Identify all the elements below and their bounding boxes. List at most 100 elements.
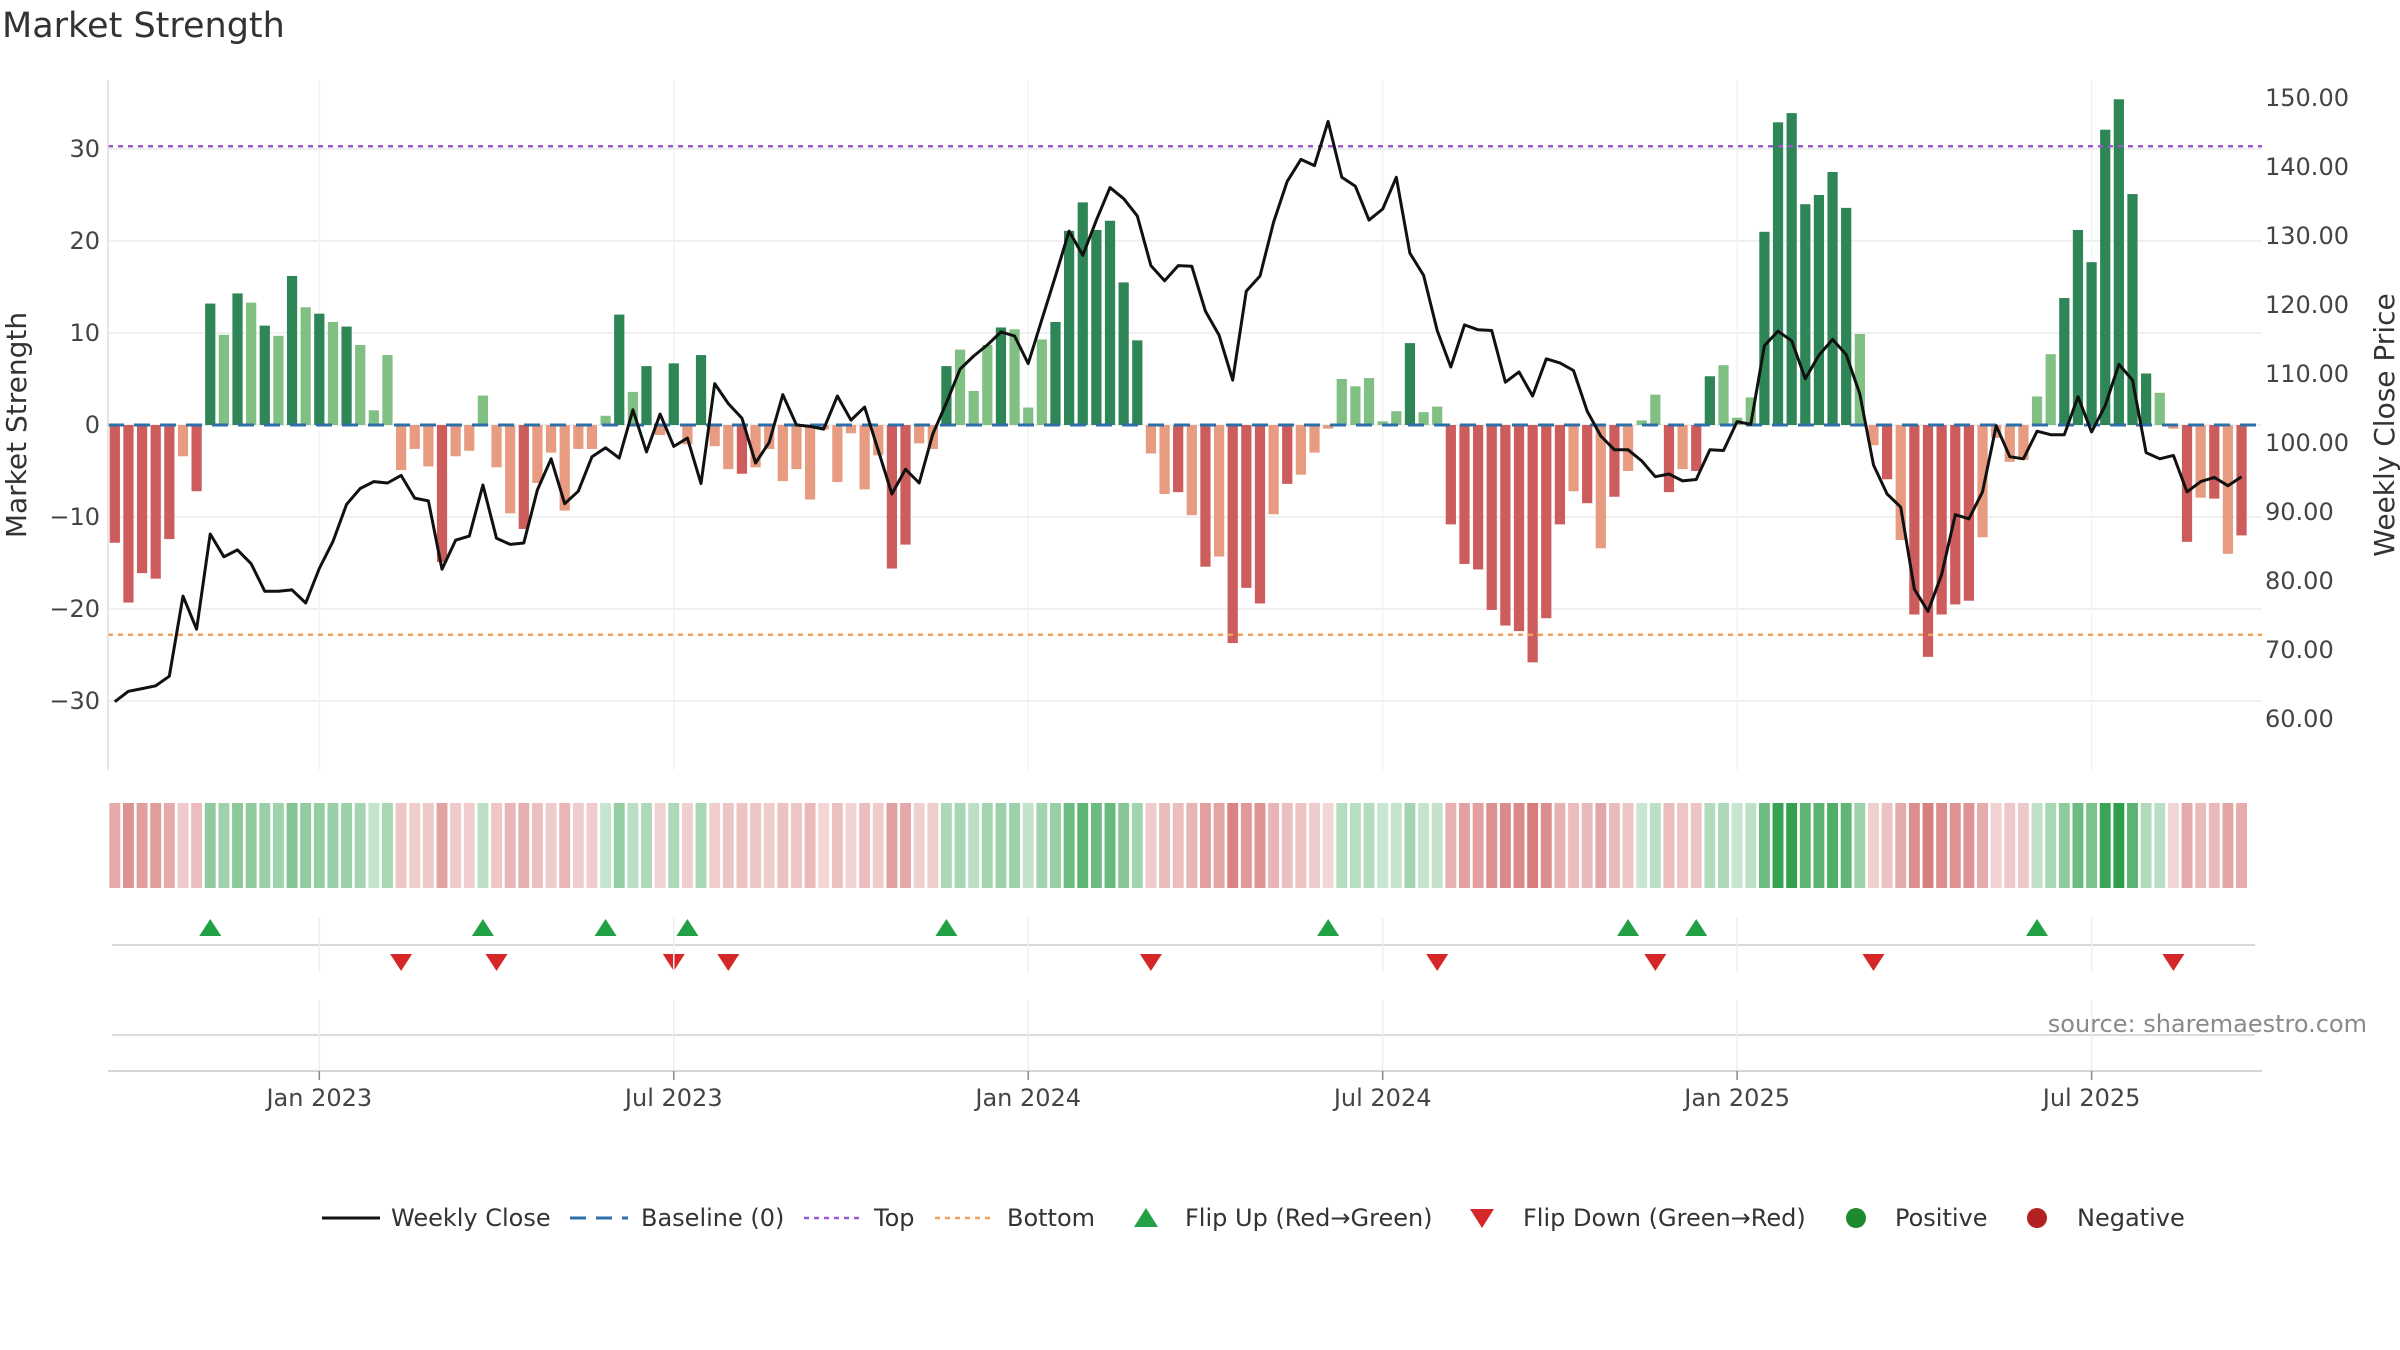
y2-tick-label: 90.00: [2265, 498, 2334, 526]
heat-cell: [1349, 803, 1361, 888]
strength-bar: [1827, 172, 1838, 425]
heat-cell: [1799, 803, 1811, 888]
heat-cell: [1159, 803, 1171, 888]
strength-bar: [777, 425, 788, 482]
heat-cell: [600, 803, 612, 888]
heat-cell: [1908, 803, 1920, 888]
y2-tick-label: 150.00: [2265, 84, 2349, 112]
strength-bar: [1254, 425, 1266, 604]
strength-bar: [1159, 425, 1170, 494]
legend-label-baseline: Baseline (0): [641, 1204, 784, 1232]
heat-cell: [2167, 803, 2179, 888]
close-line-layer: [113, 119, 2243, 703]
heat-cell: [1336, 803, 1348, 888]
strength-bar: [355, 344, 366, 425]
heat-cell: [1090, 803, 1102, 888]
strength-bar: [1909, 425, 1920, 615]
strength-bar: [2222, 425, 2234, 554]
legend-swatch-negative: [2027, 1208, 2047, 1228]
heat-cell: [1404, 803, 1416, 888]
heat-cell: [872, 803, 884, 888]
strength-bar: [1200, 425, 1211, 567]
heat-cell: [954, 803, 966, 888]
x-tick-label: Jan 2023: [264, 1084, 372, 1112]
strength-bar: [2141, 373, 2152, 425]
heat-cell: [368, 803, 380, 888]
strength-bar: [2113, 99, 2124, 425]
legend-label-close: Weekly Close: [391, 1204, 551, 1232]
heat-cell: [668, 803, 680, 888]
strength-bar: [1609, 425, 1620, 497]
strength-bar: [1650, 394, 1661, 425]
heat-cell: [913, 803, 925, 888]
y2-tick-label: 120.00: [2265, 291, 2349, 319]
heat-cell: [1281, 803, 1293, 888]
strength-bar: [914, 425, 925, 444]
flip-down-marker: [1426, 954, 1449, 971]
heat-cell: [818, 803, 830, 888]
strength-bar: [395, 425, 407, 471]
heat-cell: [382, 803, 393, 888]
heat-cell: [341, 803, 353, 888]
heat-cell: [845, 803, 857, 888]
heat-cell: [204, 803, 216, 888]
heat-cell: [1022, 803, 1034, 888]
strength-bar: [2195, 425, 2206, 498]
strength-bar: [1268, 425, 1279, 515]
strength-bar: [1486, 425, 1497, 610]
heat-cell: [1254, 803, 1266, 888]
heat-cell: [2236, 803, 2248, 888]
legend-label-negative: Negative: [2077, 1204, 2185, 1232]
strength-bar: [1104, 220, 1116, 425]
y2-tick-label: 110.00: [2265, 360, 2349, 388]
heat-cell: [1486, 803, 1498, 888]
heat-strip: [109, 803, 2248, 888]
strength-bar: [1759, 231, 1770, 425]
heat-cell: [1813, 803, 1825, 888]
strength-bar: [804, 425, 816, 500]
heat-cell: [191, 803, 203, 888]
heat-cell: [286, 803, 298, 888]
strength-bar: [109, 425, 120, 543]
strength-bar: [845, 425, 857, 434]
strength-bar: [1500, 425, 1511, 626]
strength-bar: [832, 425, 843, 483]
heat-cell: [2181, 803, 2193, 888]
strength-bar: [150, 425, 161, 579]
y-tick-label: 30: [69, 135, 100, 163]
strength-bar: [1472, 425, 1484, 570]
heat-cell: [1213, 803, 1225, 888]
x-tick-label: Jan 2025: [1682, 1084, 1790, 1112]
y-tick-label: 10: [69, 319, 100, 347]
strength-bar: [205, 303, 216, 425]
heat-cell: [1827, 803, 1839, 888]
heat-cell: [1649, 803, 1661, 888]
heat-cell: [518, 803, 530, 888]
strength-bar: [477, 395, 489, 425]
strength-bar: [709, 425, 720, 447]
heat-cell: [1199, 803, 1211, 888]
strength-bar: [1800, 204, 1811, 425]
strength-bar: [1173, 425, 1184, 493]
y-tick-label: −10: [49, 503, 100, 531]
heat-cell: [1431, 803, 1443, 888]
strength-bar: [1459, 425, 1470, 564]
y-axis-title: Market Strength: [0, 312, 33, 538]
y-tick-label: 20: [69, 227, 100, 255]
heat-cell: [1227, 803, 1239, 888]
heat-cell: [1499, 803, 1511, 888]
heat-cell: [2113, 803, 2125, 888]
flip-down-marker: [1862, 954, 1885, 971]
heat-cell: [2072, 803, 2084, 888]
strength-bar: [723, 425, 734, 470]
strength-bar: [314, 313, 325, 425]
heat-cell: [450, 803, 462, 888]
x-tick-label: Jan 2024: [973, 1084, 1081, 1112]
flip-up-marker: [199, 919, 222, 936]
heat-cell: [177, 803, 189, 888]
heat-cell: [1268, 803, 1280, 888]
heat-cell: [1009, 803, 1021, 888]
strength-bar: [1554, 425, 1566, 525]
strength-bar: [995, 327, 1007, 425]
heat-cell: [586, 803, 598, 888]
